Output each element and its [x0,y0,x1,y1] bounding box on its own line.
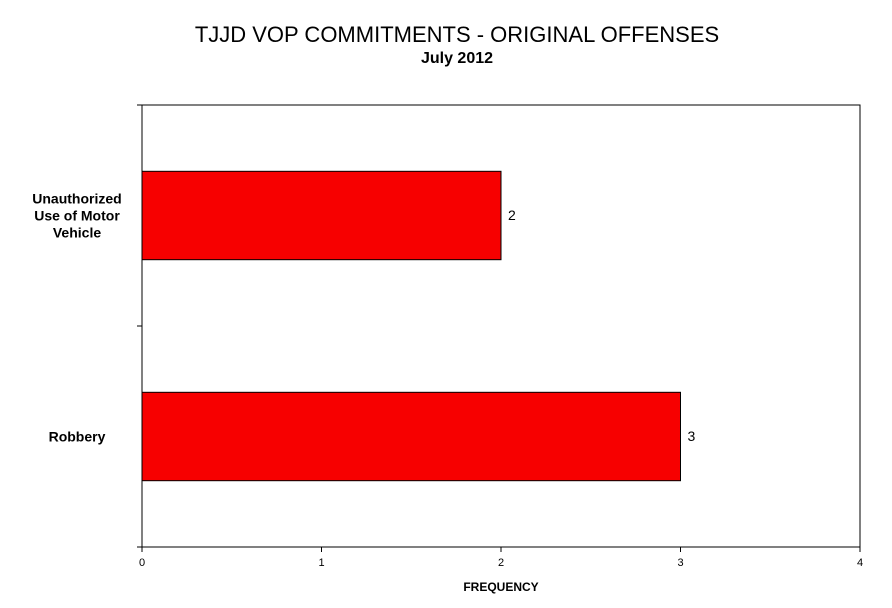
data-label: 2 [508,207,516,223]
x-tick-label: 3 [677,557,683,569]
y-tick-label: Robbery [48,428,106,444]
bar [141,170,502,261]
x-tick-label: 4 [857,557,863,569]
bar [141,391,681,482]
data-label: 3 [688,428,696,444]
y-tick-label: Unauthorized Use of Motor Vehicle [32,190,122,240]
x-axis-label: FREQUENCY [463,580,538,594]
x-tick-label: 2 [498,557,504,569]
chart-title: TJJD VOP COMMITMENTS - ORIGINAL OFFENSES [195,22,719,47]
x-tick-label: 0 [139,557,145,569]
chart-subtitle: July 2012 [421,50,493,67]
x-tick-label: 1 [318,557,324,569]
